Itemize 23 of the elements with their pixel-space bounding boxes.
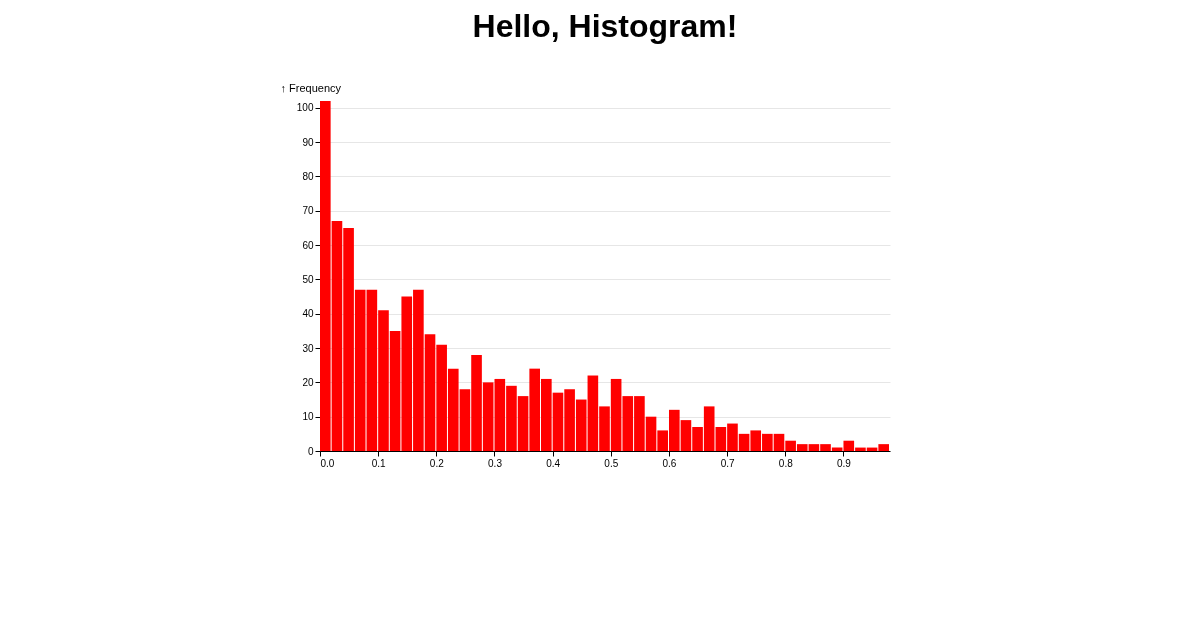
x-tick-label: 0.4 <box>546 457 561 469</box>
y-tick-label: 30 <box>302 342 314 354</box>
x-tick-label: 0.6 <box>662 457 677 469</box>
y-tick-label: 0 <box>307 445 314 457</box>
x-tick-label: 0.0 <box>320 457 335 469</box>
y-tick-label: 10 <box>302 411 314 423</box>
y-tick-label: 60 <box>302 239 314 251</box>
x-tick-label: 0.2 <box>429 457 445 469</box>
x-tick-label: 0.1 <box>371 457 387 469</box>
x-tick-label: 0.3 <box>488 457 503 469</box>
y-tick-label: 70 <box>302 205 314 217</box>
chart-title: Hello, Histogram! <box>472 8 738 44</box>
x-tick-label: 0.9 <box>837 457 852 469</box>
x-tick-label: 0.5 <box>604 457 619 469</box>
x-tick-label: 0.7 <box>720 457 736 469</box>
y-tick-label: 80 <box>302 170 314 182</box>
y-tick-label: 100 <box>296 102 314 114</box>
y-tick-label: 90 <box>302 136 314 148</box>
x-tick-label: 0.8 <box>778 457 794 469</box>
y-tick-label: 50 <box>302 273 314 285</box>
y-axis-title: ↑ Frequency <box>280 81 342 94</box>
y-tick-label: 20 <box>302 376 314 388</box>
y-tick-label: 40 <box>302 308 314 320</box>
